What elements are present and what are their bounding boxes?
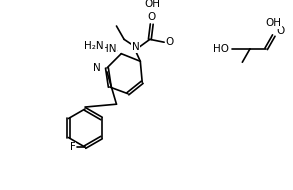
Text: H₂N: H₂N bbox=[84, 41, 104, 51]
Text: HN: HN bbox=[101, 44, 116, 54]
Text: N: N bbox=[93, 63, 101, 73]
Text: HO: HO bbox=[213, 44, 229, 54]
Text: O: O bbox=[166, 37, 174, 47]
Text: N: N bbox=[132, 42, 139, 52]
Text: OH: OH bbox=[145, 0, 161, 9]
Text: OH: OH bbox=[266, 18, 282, 28]
Text: O: O bbox=[148, 12, 156, 22]
Text: F: F bbox=[70, 142, 76, 152]
Text: O: O bbox=[277, 26, 285, 36]
